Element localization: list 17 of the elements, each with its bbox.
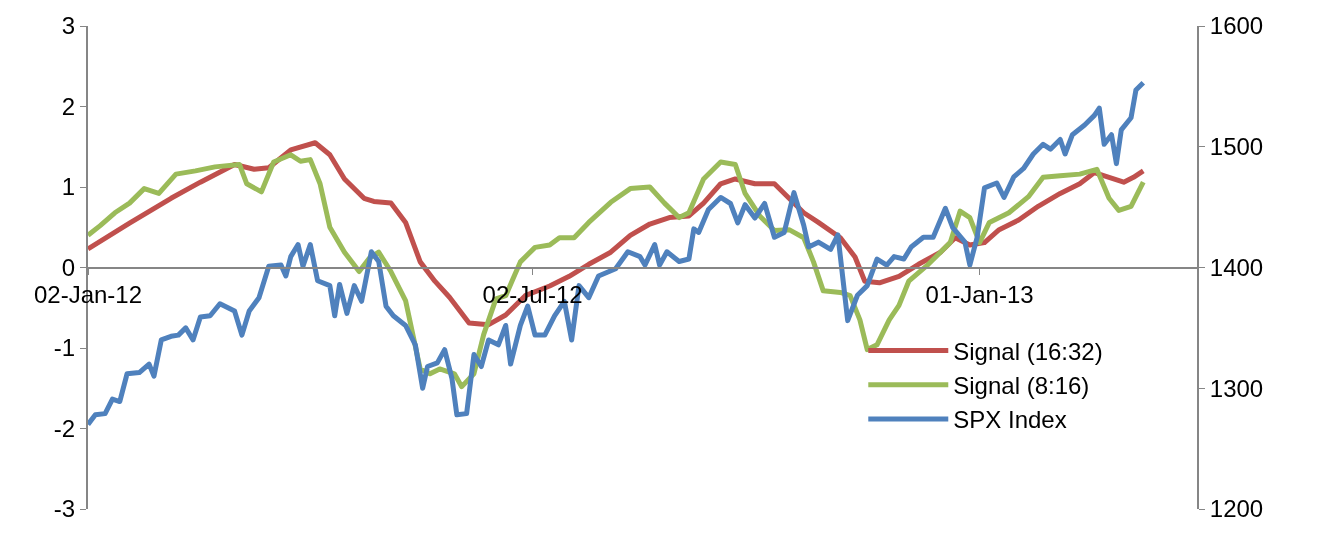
- y-tick-label: -3: [53, 495, 76, 523]
- y2-tick-label: 1500: [1209, 133, 1264, 161]
- legend-label: SPX Index: [953, 406, 1067, 434]
- y-tick-label: 2: [61, 92, 76, 120]
- y-tick-label: -2: [53, 414, 76, 442]
- legend-label: Signal (8:16): [953, 372, 1090, 400]
- x-tick-label: 02-Jan-12: [33, 281, 143, 309]
- y-tick-label: 1: [61, 173, 76, 201]
- y-tick-label: -1: [53, 334, 76, 362]
- y2-tick-label: 1300: [1209, 374, 1264, 402]
- y-tick-label: 0: [61, 253, 76, 281]
- y-tick-label: 3: [61, 12, 76, 40]
- y2-tick-label: 1400: [1209, 253, 1264, 281]
- x-tick-label: 01-Jan-13: [925, 281, 1034, 309]
- y2-tick-label: 1200: [1209, 495, 1264, 523]
- legend-label: Signal (16:32): [953, 337, 1103, 365]
- y2-tick-label: 1600: [1209, 12, 1264, 40]
